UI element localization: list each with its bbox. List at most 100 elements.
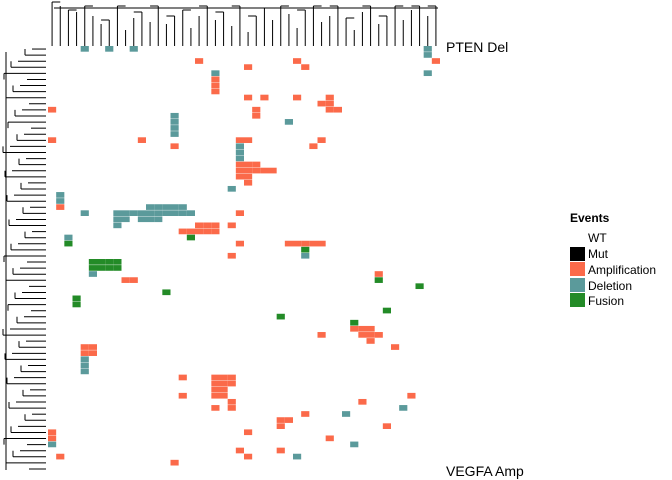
cell-amplification-158 — [276, 423, 285, 429]
cell-deletion-2 — [129, 46, 138, 52]
cell-amplification-55 — [56, 204, 65, 210]
cell-amplification-49 — [235, 173, 244, 180]
cell-amplification-141 — [219, 380, 228, 387]
cell-amplification-36 — [170, 143, 179, 150]
legend: Events WT Mut Amplification Deletion Fus… — [570, 211, 656, 308]
cell-amplification-120 — [350, 325, 359, 332]
cell-amplification-22 — [252, 106, 261, 113]
cell-amplification-17 — [293, 94, 302, 101]
cell-amplification-136 — [211, 374, 220, 381]
row-label-first: PTEN Del — [446, 39, 508, 55]
cell-deletion-62 — [113, 210, 122, 216]
cell-amplification-44 — [235, 167, 244, 174]
cell-deletion-76 — [146, 216, 155, 223]
cell-amplification-137 — [219, 374, 228, 381]
cell-amplification-26 — [252, 112, 261, 119]
cell-amplification-150 — [358, 398, 367, 405]
cell-amplification-93 — [293, 240, 302, 247]
cell-amplification-131 — [80, 350, 89, 356]
cell-amplification-46 — [252, 167, 261, 174]
cell-deletion-164 — [48, 441, 57, 448]
cell-deletion-57 — [154, 204, 163, 210]
cell-amplification-166 — [235, 447, 244, 454]
cell-deletion-134 — [80, 362, 89, 369]
legend-swatch-fusion — [570, 293, 585, 307]
cell-amplification-23 — [325, 106, 334, 113]
cell-amplification-121 — [358, 325, 367, 332]
cell-amplification-9 — [301, 64, 310, 70]
cell-amplification-143 — [211, 386, 220, 393]
cell-amplification-168 — [56, 453, 65, 460]
cell-amplification-34 — [244, 137, 253, 143]
cell-amplification-167 — [276, 447, 285, 454]
cell-amplification-7 — [431, 58, 440, 64]
cell-amplification-123 — [317, 332, 326, 338]
cell-amplification-82 — [227, 222, 236, 229]
cell-amplification-6 — [293, 58, 302, 64]
cell-amplification-45 — [244, 167, 253, 174]
cell-deletion-28 — [284, 119, 293, 125]
cell-amplification-110 — [121, 277, 130, 283]
cell-fusion-90 — [64, 240, 73, 247]
cell-amplification-79 — [195, 222, 204, 229]
cell-fusion-100 — [88, 259, 97, 265]
cell-amplification-31 — [48, 137, 57, 143]
cell-amplification-152 — [211, 405, 220, 411]
cell-deletion-61 — [80, 210, 89, 216]
cell-amplification-98 — [227, 252, 236, 259]
cell-deletion-3 — [423, 46, 432, 52]
cell-amplification-8 — [244, 64, 253, 70]
cell-amplification-149 — [227, 398, 236, 405]
cell-amplification-159 — [382, 423, 391, 429]
cell-amplification-51 — [244, 179, 253, 186]
cell-amplification-96 — [317, 240, 326, 247]
legend-swatch-wt — [570, 230, 585, 244]
cell-deletion-66 — [146, 210, 155, 216]
cell-deletion-65 — [137, 210, 146, 216]
cell-deletion-88 — [64, 234, 73, 241]
cell-fusion-118 — [276, 313, 285, 320]
cell-deletion-40 — [235, 155, 244, 162]
row-labels: PTEN Del VEGFA Amp — [446, 39, 524, 479]
cell-amplification-140 — [211, 380, 220, 387]
cell-amplification-20 — [325, 100, 334, 107]
cell-amplification-130 — [391, 344, 400, 350]
cell-amplification-15 — [244, 94, 253, 101]
cell-amplification-13 — [211, 82, 220, 89]
cell-deletion-1 — [105, 46, 114, 52]
cell-deletion-53 — [56, 192, 65, 198]
column-dendrogram — [51, 1, 438, 46]
cell-amplification-5 — [195, 58, 204, 64]
cell-amplification-72 — [235, 210, 244, 216]
cell-amplification-94 — [301, 240, 310, 247]
heatmap-cells — [48, 46, 440, 466]
cell-deletion-58 — [162, 204, 171, 210]
cell-amplification-86 — [203, 228, 212, 235]
cell-deletion-67 — [154, 210, 163, 216]
cell-deletion-75 — [137, 216, 146, 223]
cell-deletion-108 — [88, 271, 97, 277]
cell-deletion-39 — [235, 149, 244, 156]
cell-fusion-106 — [105, 265, 114, 271]
cell-deletion-74 — [121, 216, 130, 223]
cell-amplification-21 — [48, 106, 57, 113]
legend-item-deletion: Deletion — [570, 278, 632, 293]
cell-fusion-102 — [105, 259, 114, 265]
cell-amplification-109 — [374, 271, 383, 277]
cell-amplification-156 — [276, 417, 285, 423]
cell-deletion-37 — [235, 143, 244, 150]
cell-amplification-127 — [366, 338, 375, 344]
cell-deletion-52 — [227, 185, 236, 192]
cell-deletion-64 — [129, 210, 138, 216]
cell-amplification-87 — [211, 228, 220, 235]
cell-amplification-129 — [88, 344, 97, 350]
cell-deletion-4 — [423, 52, 432, 58]
cell-amplification-128 — [80, 344, 89, 350]
legend-swatch-amplification — [570, 262, 585, 276]
cell-fusion-89 — [186, 234, 195, 241]
cell-amplification-80 — [203, 222, 212, 229]
cell-amplification-84 — [186, 228, 195, 235]
cell-amplification-157 — [284, 417, 293, 423]
cell-deletion-133 — [80, 356, 89, 363]
